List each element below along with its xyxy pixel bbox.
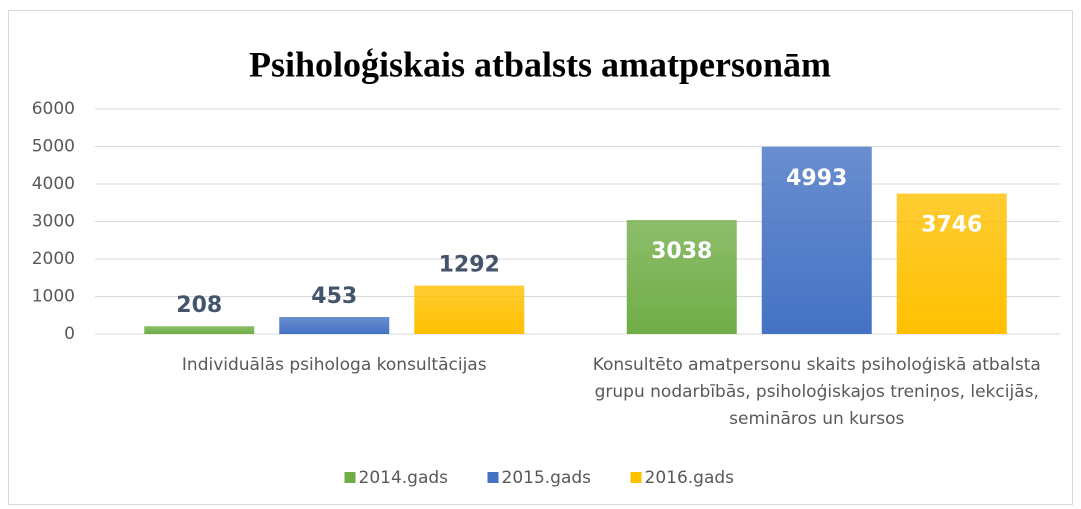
data-label: 1292	[439, 253, 500, 278]
legend-label: 2016.gads	[645, 468, 735, 488]
data-label: 453	[311, 284, 357, 309]
y-tick-label: 5000	[32, 137, 75, 157]
legend-label: 2015.gads	[502, 468, 592, 488]
bar	[896, 193, 1007, 334]
x-tick-label: Konsultēto amatpersonu skaits psiholoģis…	[592, 355, 1041, 429]
bar	[414, 285, 525, 334]
y-tick-label: 0	[64, 324, 75, 344]
bar	[626, 220, 737, 334]
data-label: 4993	[786, 166, 847, 191]
y-tick-label: 3000	[32, 212, 75, 232]
chart-border	[8, 10, 1073, 505]
y-tick-label: 4000	[32, 174, 75, 194]
x-tick-label: Individuālās psihologa konsultācijas	[181, 355, 487, 375]
y-tick-label: 1000	[32, 287, 75, 307]
data-label: 3038	[651, 239, 712, 264]
bar	[279, 317, 390, 334]
legend-label: 2014.gads	[359, 468, 449, 488]
legend-swatch	[487, 472, 499, 483]
legend-swatch	[344, 472, 356, 483]
legend-swatch	[630, 472, 642, 483]
data-label: 3746	[921, 213, 982, 238]
bar	[144, 326, 255, 334]
chart-title: Psiholoģiskais atbalsts amatpersonām	[249, 44, 831, 84]
y-tick-label: 6000	[32, 99, 75, 119]
data-label: 208	[176, 293, 222, 318]
bar	[761, 146, 872, 334]
y-tick-label: 2000	[32, 249, 75, 269]
